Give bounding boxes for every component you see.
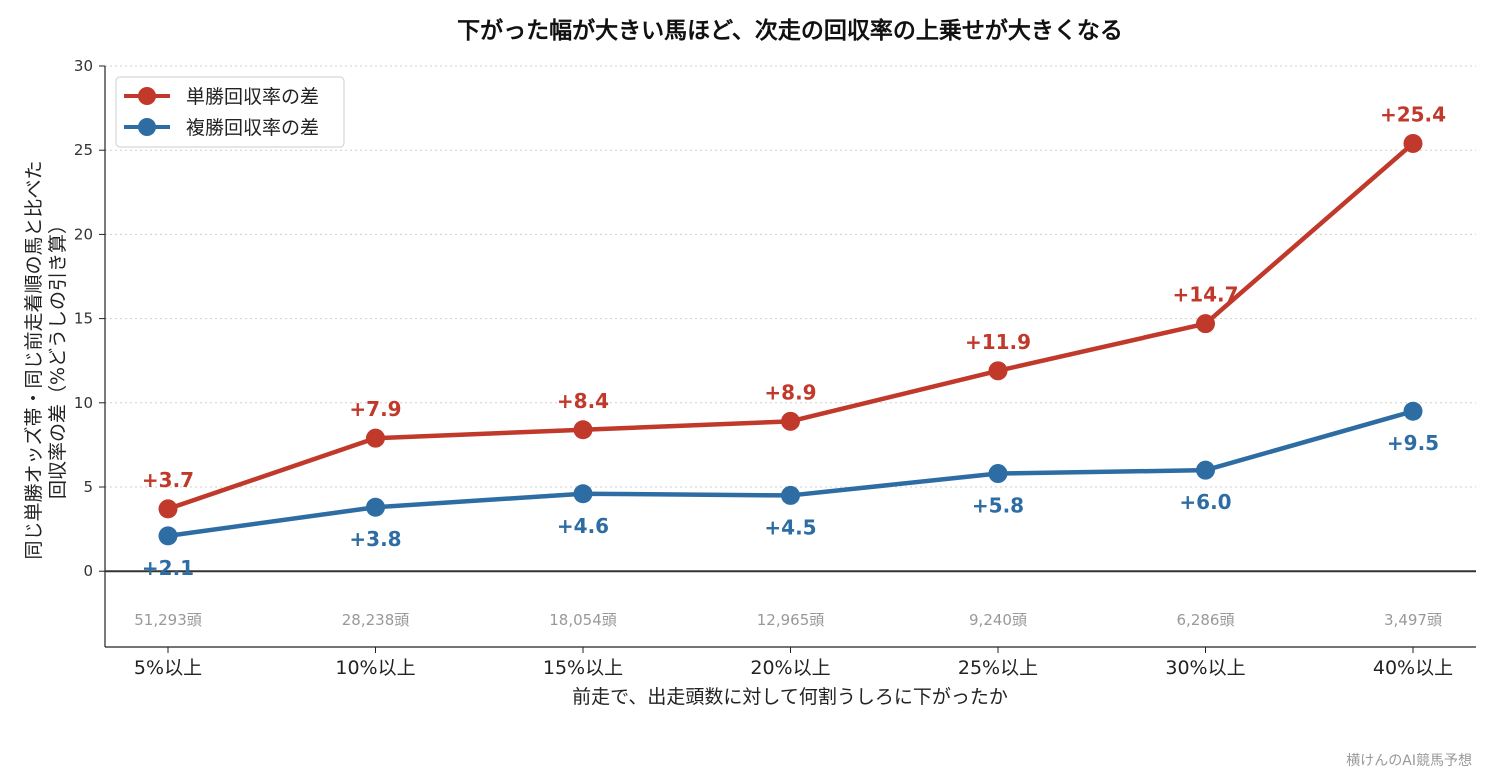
legend: 単勝回収率の差 複勝回収率の差: [115, 76, 345, 148]
series-1-point-2: [573, 484, 593, 504]
y-axis-label-line-1: 同じ単勝オッズ帯・同じ前走着順の馬と比べた: [23, 161, 45, 560]
sample-count-1: 28,238頭: [342, 611, 410, 629]
series-1-data-label-1: +3.8: [349, 527, 401, 551]
x-tick-label-3: 20%以上: [750, 657, 830, 679]
sample-count-2: 18,054頭: [549, 611, 617, 629]
series-1-data-label-2: +4.6: [557, 514, 609, 538]
series-0-point-0: [158, 499, 178, 519]
watermark: 横けんのAI競馬予想: [1346, 753, 1472, 769]
series-1-data-label-4: +5.8: [972, 494, 1024, 518]
series-0-data-label-4: +11.9: [965, 330, 1031, 354]
legend-box: [115, 76, 345, 148]
series-0-point-3: [781, 411, 800, 431]
series-0-point-6: [1403, 133, 1423, 153]
series-1-point-5: [1196, 460, 1215, 480]
legend-label-win: 単勝回収率の差: [186, 86, 319, 108]
series-1-data-label-0: +2.1: [142, 556, 194, 580]
series-0-data-label-6: +25.4: [1380, 102, 1446, 126]
sample-count-3: 12,965頭: [757, 611, 825, 629]
series-0-data-label-3: +8.9: [764, 380, 816, 404]
y-axis-ticks: 0 5 10 15 20 25 30: [74, 57, 105, 580]
series-1-data-label-6: +9.5: [1387, 431, 1439, 455]
y-tick-label-0: 0: [83, 562, 93, 580]
x-axis-ticks: 5%以上 10%以上 15%以上 20%以上 25%以上 30%以上 40%以上: [134, 647, 1453, 679]
series-1-point-3: [781, 485, 800, 505]
x-tick-label-0: 5%以上: [134, 657, 202, 679]
sample-count-6: 3,497頭: [1384, 611, 1442, 629]
series-0-point-4: [988, 361, 1008, 381]
x-tick-label-6: 40%以上: [1373, 657, 1453, 679]
series-0-point-2: [573, 420, 593, 440]
legend-swatch-marker-win: [138, 87, 156, 105]
y-tick-label-4: 20: [74, 225, 93, 243]
x-tick-label-2: 15%以上: [543, 657, 623, 679]
series-1-point-6: [1403, 401, 1423, 421]
y-tick-label-1: 5: [83, 478, 93, 496]
legend-swatch-marker-place: [138, 118, 156, 136]
series-1-data-label-5: +6.0: [1179, 490, 1231, 514]
series-0-data-label-1: +7.9: [349, 397, 401, 421]
series-1-point-4: [988, 464, 1008, 484]
x-axis-label: 前走で、出走頭数に対して何割うしろに下がったか: [572, 686, 1008, 708]
sample-count-5: 6,286頭: [1177, 611, 1235, 629]
series-0-data-label-0: +3.7: [142, 468, 194, 492]
series-0-point-5: [1196, 314, 1215, 334]
y-tick-label-3: 15: [74, 310, 93, 328]
series-0-data-label-5: +14.7: [1172, 283, 1238, 307]
chart-title: 下がった幅が大きい馬ほど、次走の回収率の上乗せが大きくなる: [457, 17, 1123, 44]
x-tick-label-1: 10%以上: [335, 657, 415, 679]
series-line-0: [167, 141, 1415, 512]
series-1-point-0: [158, 526, 178, 546]
y-tick-label-5: 25: [74, 141, 93, 159]
sample-counts: 51,293頭 28,238頭 18,054頭 12,965頭 9,240頭 6,286頭…: [134, 611, 1442, 629]
series-0-point-1: [366, 428, 385, 448]
y-axis-label: 同じ単勝オッズ帯・同じ前走着順の馬と比べた 回収率の差（%どうしの引き算）: [23, 154, 69, 559]
x-tick-label-4: 25%以上: [958, 657, 1038, 679]
sample-count-4: 9,240頭: [969, 611, 1027, 629]
y-axis-label-line-2: 回収率の差（%どうしの引き算）: [47, 215, 69, 499]
legend-label-place: 複勝回収率の差: [186, 117, 319, 139]
sample-count-0: 51,293頭: [134, 611, 202, 629]
x-tick-label-5: 30%以上: [1165, 657, 1245, 679]
series-1-data-label-3: +4.5: [764, 515, 816, 539]
series-1-point-1: [366, 497, 385, 517]
series-0-data-label-2: +8.4: [557, 389, 609, 413]
series-group: +3.7 +7.9 +8.4 +8.9 +11.9 +14.7 +25.4 +2.1 +3.8 +…: [142, 102, 1446, 579]
y-tick-label-2: 10: [74, 394, 93, 412]
y-tick-label-6: 30: [74, 57, 93, 75]
